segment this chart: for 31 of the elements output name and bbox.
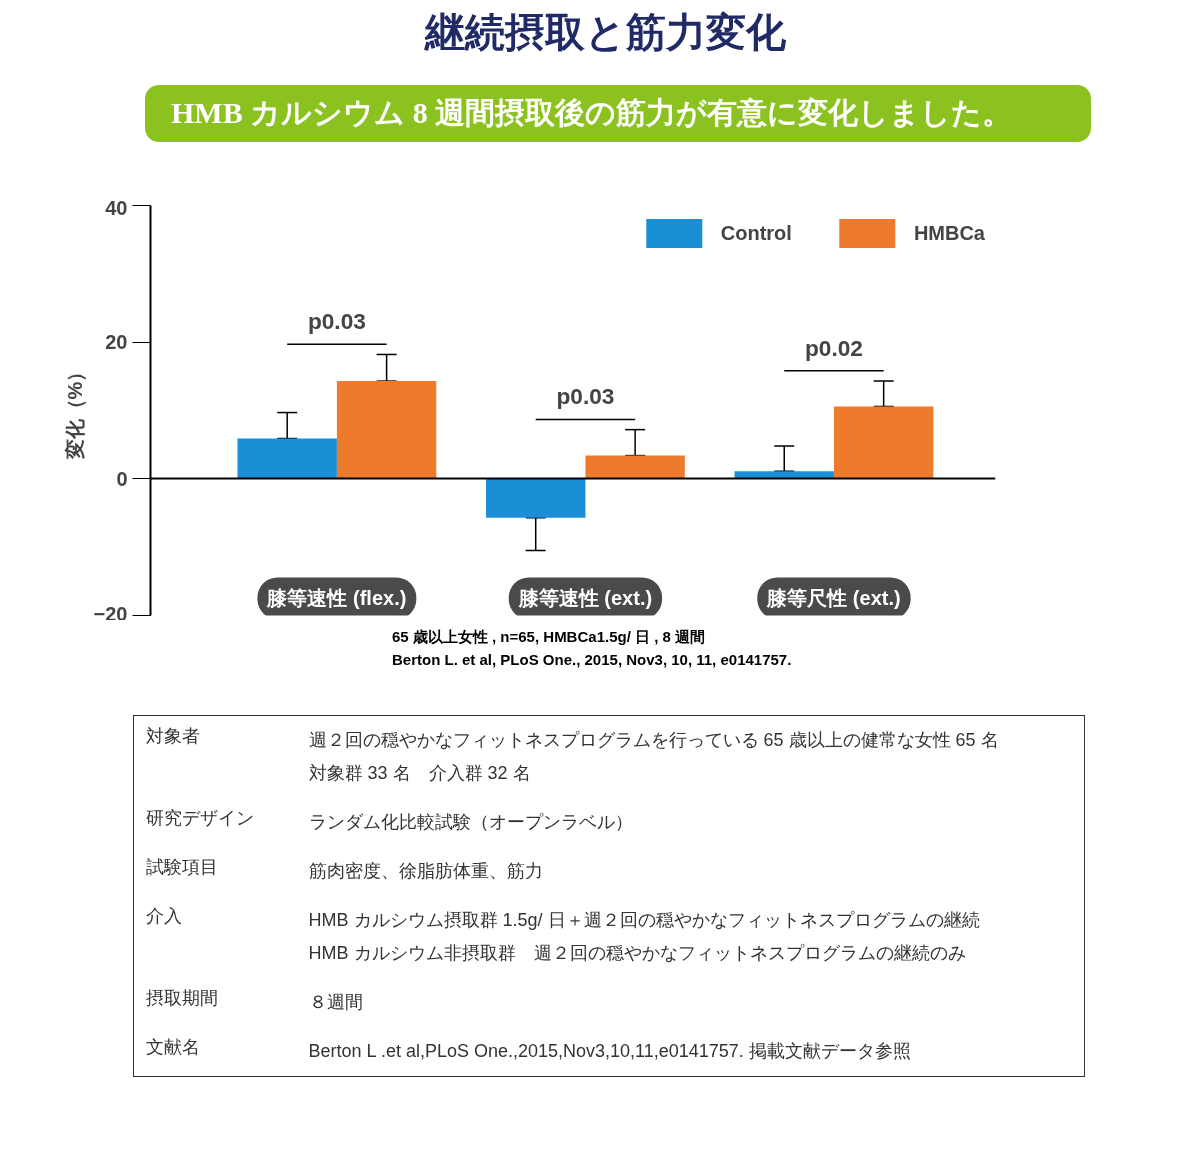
- text: 65 歳以上女性 , n=65, HMBCa1.5g/ 日 , 8 週間: [392, 628, 705, 645]
- y-tick-label: 40: [105, 196, 128, 219]
- x-tick-label: 膝等速性 (ext.): [517, 587, 653, 610]
- legend-label: Control: [720, 221, 792, 245]
- text: 筋肉密度、徐脂肪体重、筋力: [308, 860, 544, 883]
- x-tick-label: 膝等速性 (flex.): [266, 587, 407, 610]
- text: 研究デザイン: [145, 807, 255, 830]
- y-tick-label: 0: [116, 467, 128, 490]
- annotation: p0.03: [556, 383, 615, 410]
- chart-title: 継続摂取と筋力変化: [423, 9, 787, 57]
- annotation: p0.02: [804, 334, 863, 361]
- text: 対象群 33 名 介入群 32 名: [308, 763, 531, 783]
- text: 摂取期間: [145, 987, 219, 1010]
- text: 文献名: [145, 1036, 201, 1059]
- annotation: p0.03: [307, 307, 366, 334]
- x-tick-label: 膝等尺性 (ext.): [766, 587, 901, 610]
- text: HMB カルシウム非摂取群 週２回の穏やかなフィットネスプログラムの継続のみ: [308, 943, 966, 963]
- chart-subtitle: HMB カルシウム 8 週間摂取後の筋力が有意に変化しました。: [145, 85, 1091, 142]
- text: 介入: [145, 905, 183, 928]
- text: Berton L .et al,PLoS One.,2015,Nov3,10,11,e0141757. 掲載文献データ参照: [308, 1040, 912, 1063]
- y-tick-label: −20: [93, 602, 128, 625]
- text: 対象者: [145, 725, 201, 748]
- text: ランダム化比較試験（オープンラベル）: [308, 811, 634, 834]
- y-tick-label: 20: [105, 331, 128, 354]
- text: 週２回の穏やかなフィットネスプログラムを行っている 65 歳以上の健常な女性 65 名: [308, 730, 999, 750]
- y-axis-title: 変化（%）: [63, 361, 86, 461]
- text: Berton L. et al, PLoS One., 2015, Nov3, 10, 11, e0141757.: [392, 651, 792, 668]
- legend-label: HMBCa: [913, 221, 985, 245]
- text: 試験項目: [145, 856, 219, 879]
- text: HMB カルシウム摂取群 1.5g/ 日＋週２回の穏やかなフィットネスプログラムの継続: [308, 910, 980, 930]
- text: ８週間: [308, 991, 364, 1014]
